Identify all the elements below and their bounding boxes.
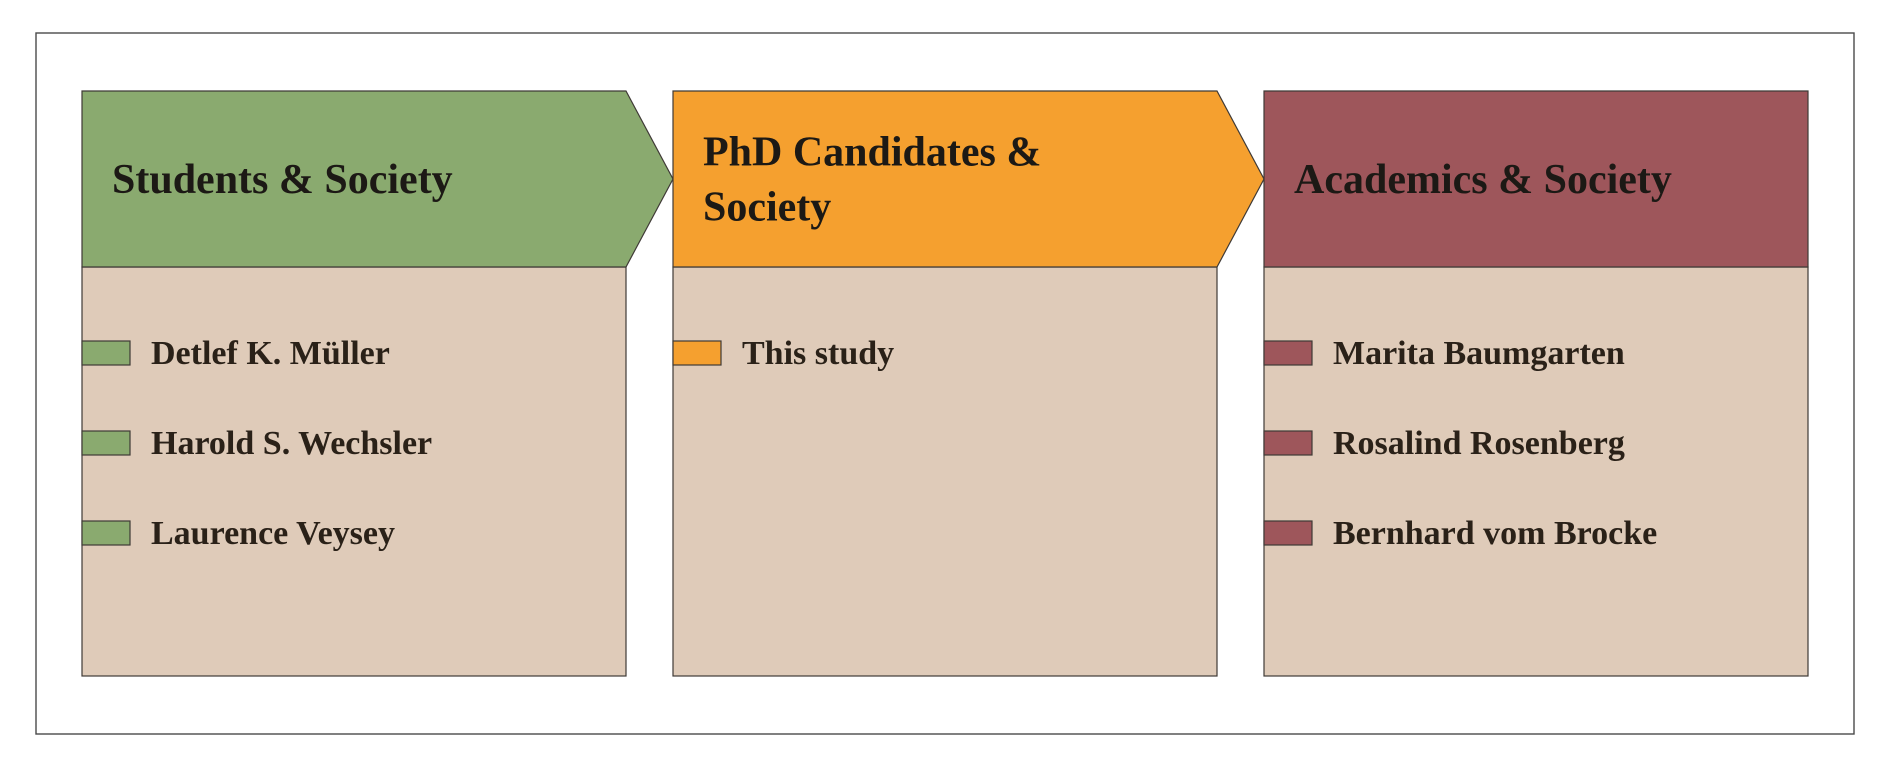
column-title: Society — [703, 185, 831, 231]
header-arrow — [81, 90, 674, 268]
column-body — [1263, 266, 1809, 677]
list-marker — [1263, 340, 1313, 366]
list-marker — [1263, 430, 1313, 456]
list-marker — [81, 340, 131, 366]
column-body — [672, 266, 1218, 677]
list-item: Marita Baumgarten — [1333, 335, 1625, 372]
header-box — [1263, 90, 1809, 268]
columns: Students & Society Detlef K. Müller Harold… — [81, 90, 1809, 677]
column-3: Academics & Society Marita Baumgarten Rosa… — [1263, 90, 1809, 677]
header-arrow — [672, 90, 1265, 268]
column-1: Students & Society Detlef K. Müller Harold… — [81, 90, 674, 677]
list-item: This study — [742, 335, 894, 372]
list-item: Harold S. Wechsler — [151, 425, 432, 462]
list-item: Rosalind Rosenberg — [1333, 425, 1625, 462]
column-2: PhD Candidates & Society This study — [672, 90, 1265, 677]
column-title: Academics & Society — [1294, 157, 1672, 203]
list-item: Bernhard vom Brocke — [1333, 515, 1657, 552]
column-body — [81, 266, 627, 677]
list-marker — [672, 340, 722, 366]
list-marker — [1263, 520, 1313, 546]
list-item: Detlef K. Müller — [151, 335, 390, 372]
list-marker — [81, 430, 131, 456]
list-marker — [81, 520, 131, 546]
list-item: Laurence Veysey — [151, 515, 395, 552]
column-title: Students & Society — [112, 157, 453, 203]
column-title: PhD Candidates & — [703, 130, 1041, 176]
